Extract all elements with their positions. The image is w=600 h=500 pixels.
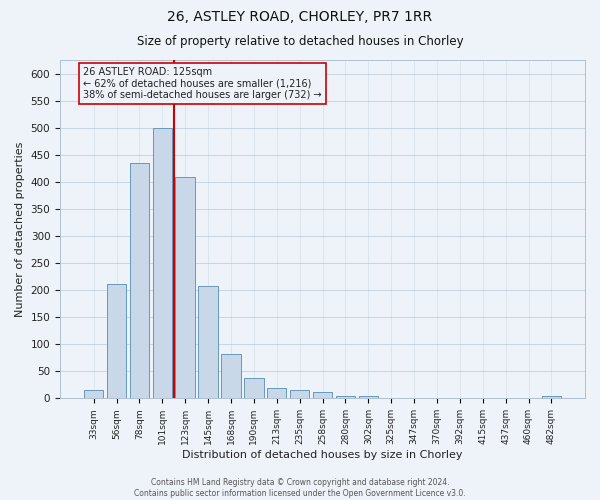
Bar [359, 396, 378, 398]
Bar [107, 284, 126, 399]
Bar [267, 388, 286, 398]
Bar [175, 178, 195, 398]
Bar [313, 392, 332, 398]
Bar [84, 390, 103, 398]
Bar [290, 390, 310, 398]
Text: Contains HM Land Registry data © Crown copyright and database right 2024.
Contai: Contains HM Land Registry data © Crown c… [134, 478, 466, 498]
Bar [542, 396, 561, 398]
Bar [199, 286, 218, 399]
X-axis label: Distribution of detached houses by size in Chorley: Distribution of detached houses by size … [182, 450, 463, 460]
Text: 26 ASTLEY ROAD: 125sqm
← 62% of detached houses are smaller (1,216)
38% of semi-: 26 ASTLEY ROAD: 125sqm ← 62% of detached… [83, 67, 322, 100]
Bar [130, 163, 149, 398]
Text: 26, ASTLEY ROAD, CHORLEY, PR7 1RR: 26, ASTLEY ROAD, CHORLEY, PR7 1RR [167, 10, 433, 24]
Bar [221, 354, 241, 399]
Text: Size of property relative to detached houses in Chorley: Size of property relative to detached ho… [137, 35, 463, 48]
Y-axis label: Number of detached properties: Number of detached properties [15, 142, 25, 317]
Bar [244, 378, 263, 398]
Bar [152, 128, 172, 398]
Bar [335, 396, 355, 398]
